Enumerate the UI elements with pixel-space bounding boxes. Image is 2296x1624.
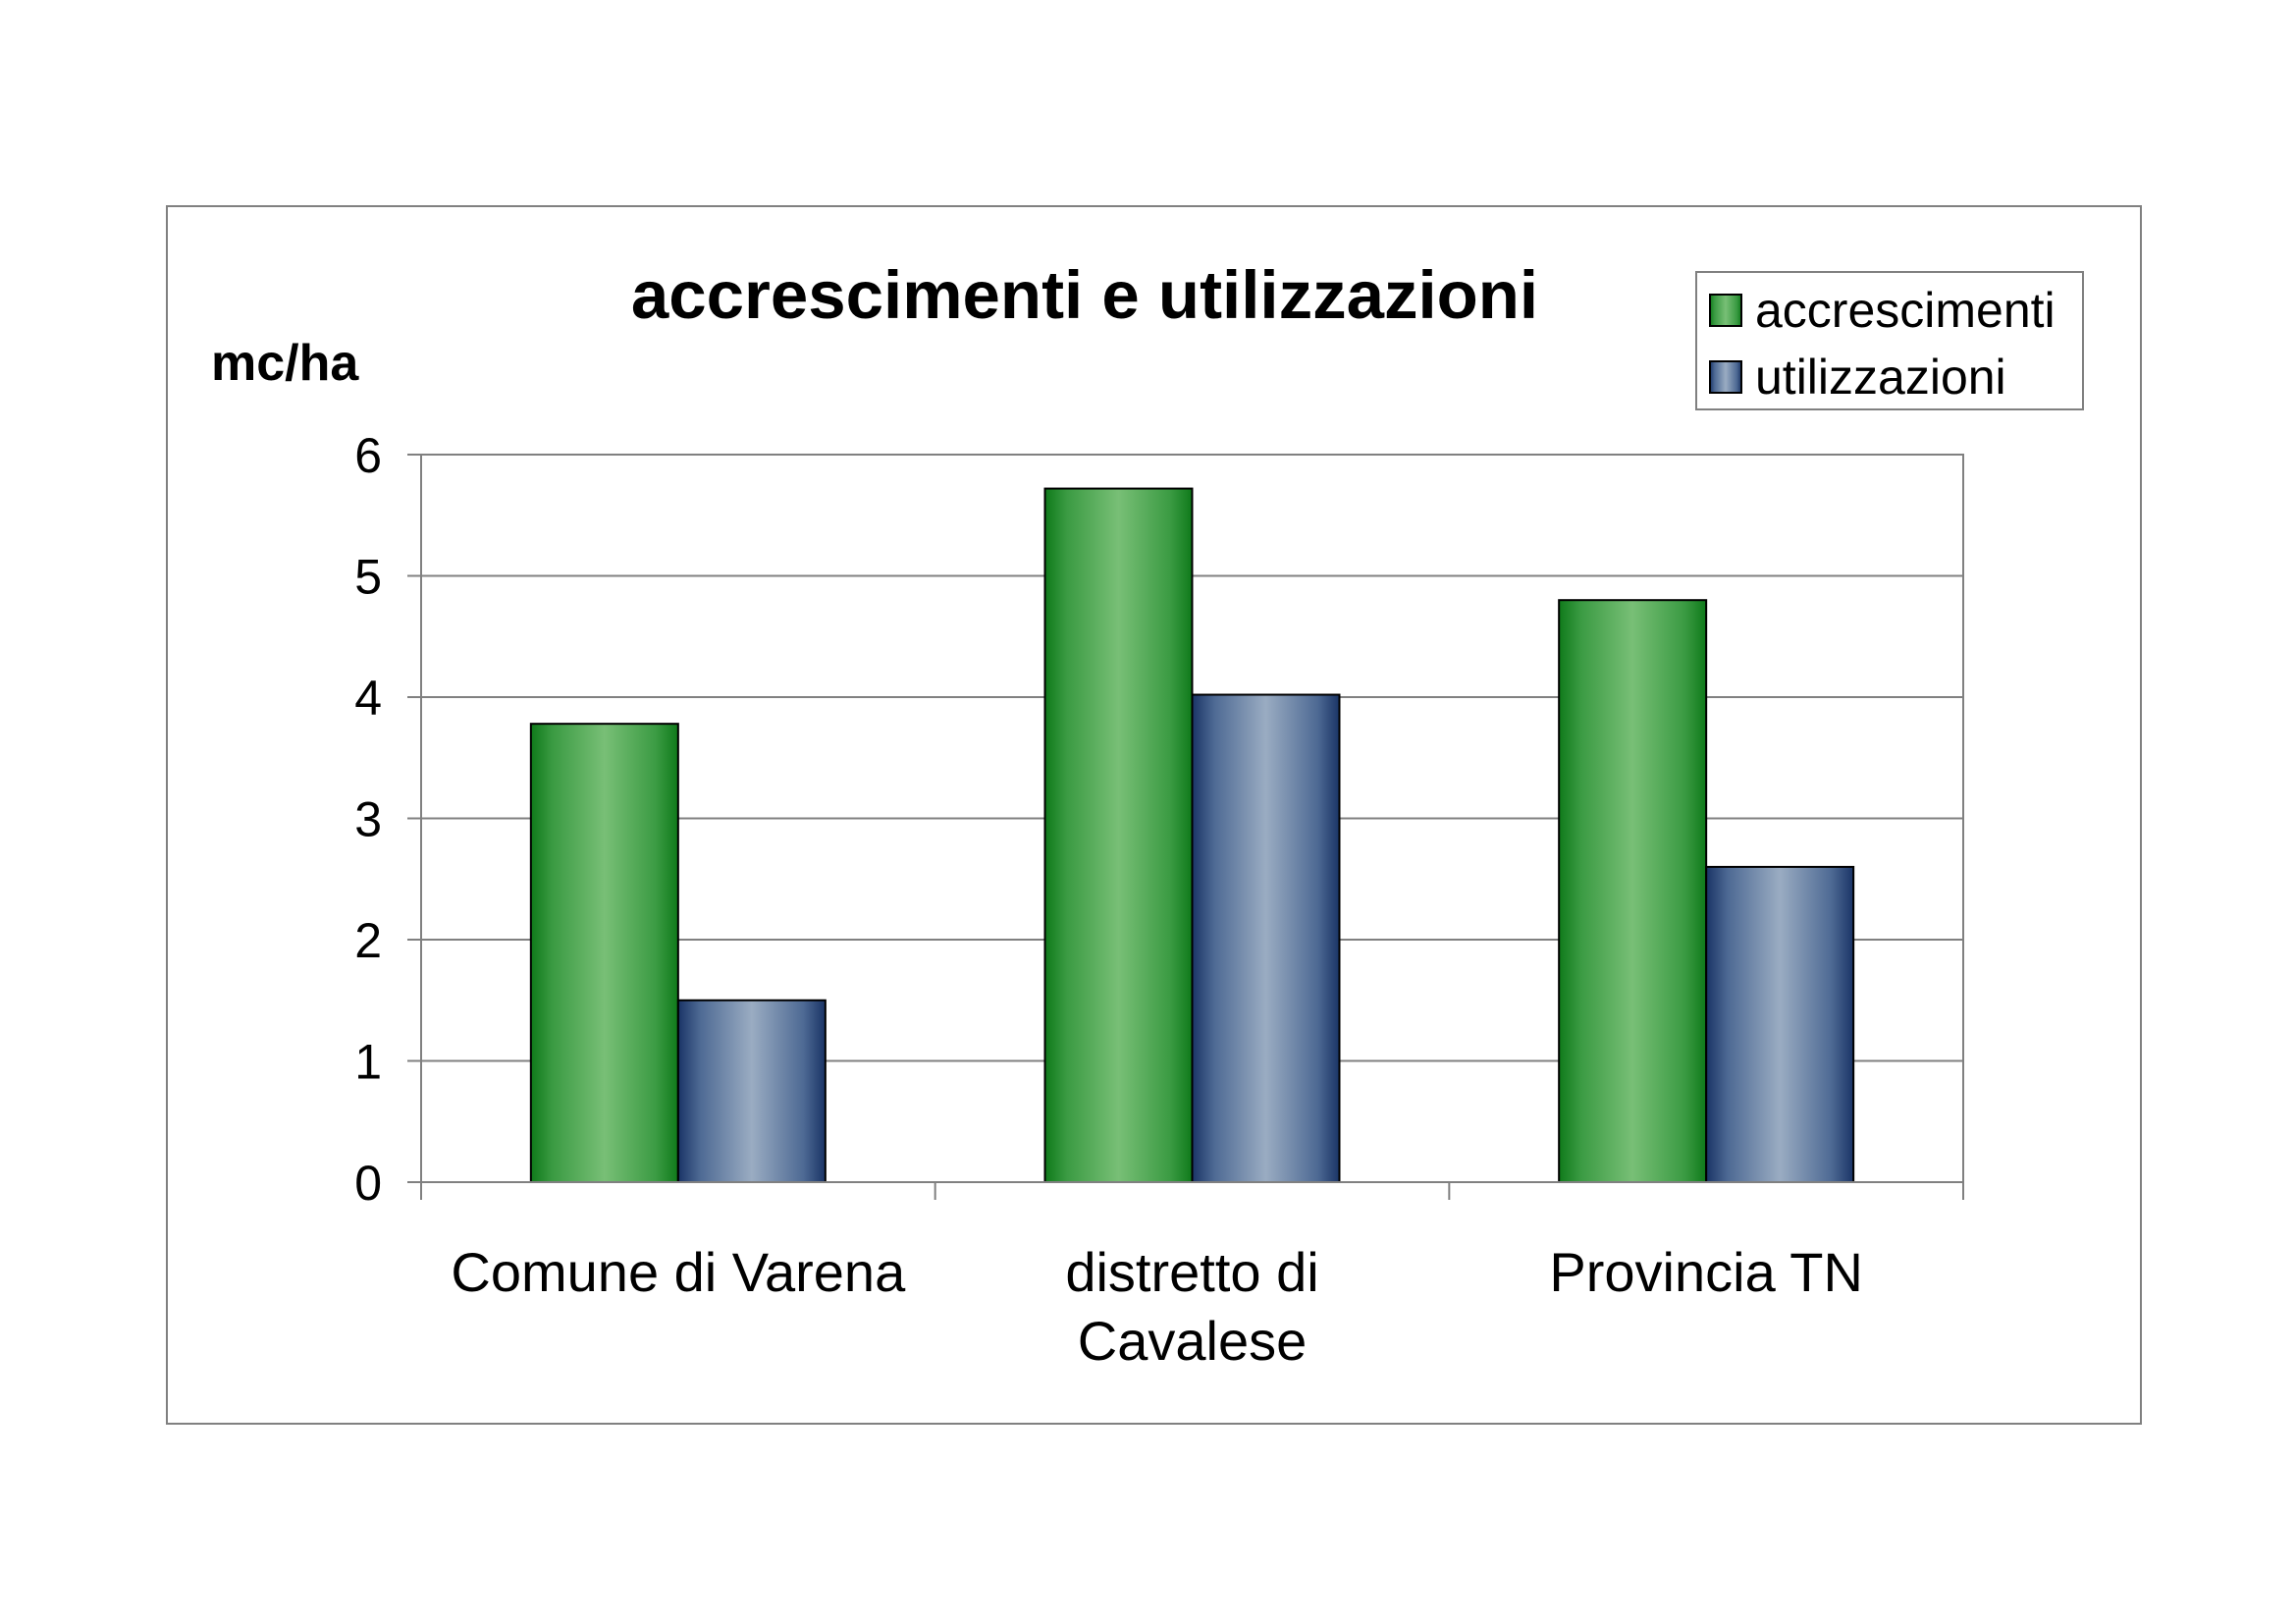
y-tick-label: 1 xyxy=(354,1035,382,1090)
x-axis-labels: Comune di Varena distretto di Cavalese Prov… xyxy=(451,1241,1862,1372)
x-category-label: Comune di Varena xyxy=(451,1241,906,1303)
y-tick-label: 3 xyxy=(354,792,382,847)
y-axis-unit-label: mc/ha xyxy=(211,335,359,392)
bar-accrescimenti-1 xyxy=(1043,487,1194,1183)
bar-utilizzazioni-1 xyxy=(1191,693,1341,1184)
bar-utilizzazioni-0 xyxy=(676,999,827,1183)
y-tick-label: 4 xyxy=(354,671,382,726)
legend-box xyxy=(1695,271,2084,410)
legend-label-accrescimenti: accrescimenti xyxy=(1755,283,2056,338)
x-axis xyxy=(420,1181,1964,1200)
legend-swatch-accrescimenti xyxy=(1709,294,1742,327)
y-tick-label: 6 xyxy=(354,428,382,483)
bars xyxy=(529,487,1855,1184)
x-category-label: Provincia TN xyxy=(1549,1241,1863,1303)
legend-label-utilizzazioni: utilizzazioni xyxy=(1755,350,2006,405)
chart-title: accrescimenti e utilizzazioni xyxy=(631,257,1538,333)
legend-swatch-utilizzazioni xyxy=(1709,360,1742,394)
bar-accrescimenti-0 xyxy=(529,723,679,1183)
y-tick-label: 5 xyxy=(354,550,382,605)
bar-accrescimenti-2 xyxy=(1558,599,1708,1183)
x-category-label: Cavalese xyxy=(1078,1310,1307,1372)
y-axis-ticks: 0 1 2 3 4 5 6 xyxy=(354,428,421,1211)
y-tick-label: 0 xyxy=(354,1156,382,1211)
legend: accrescimenti utilizzazioni xyxy=(1695,271,2084,410)
y-tick-label: 2 xyxy=(354,913,382,968)
bar-utilizzazioni-2 xyxy=(1705,865,1855,1184)
x-category-label: distretto di xyxy=(1065,1241,1318,1303)
